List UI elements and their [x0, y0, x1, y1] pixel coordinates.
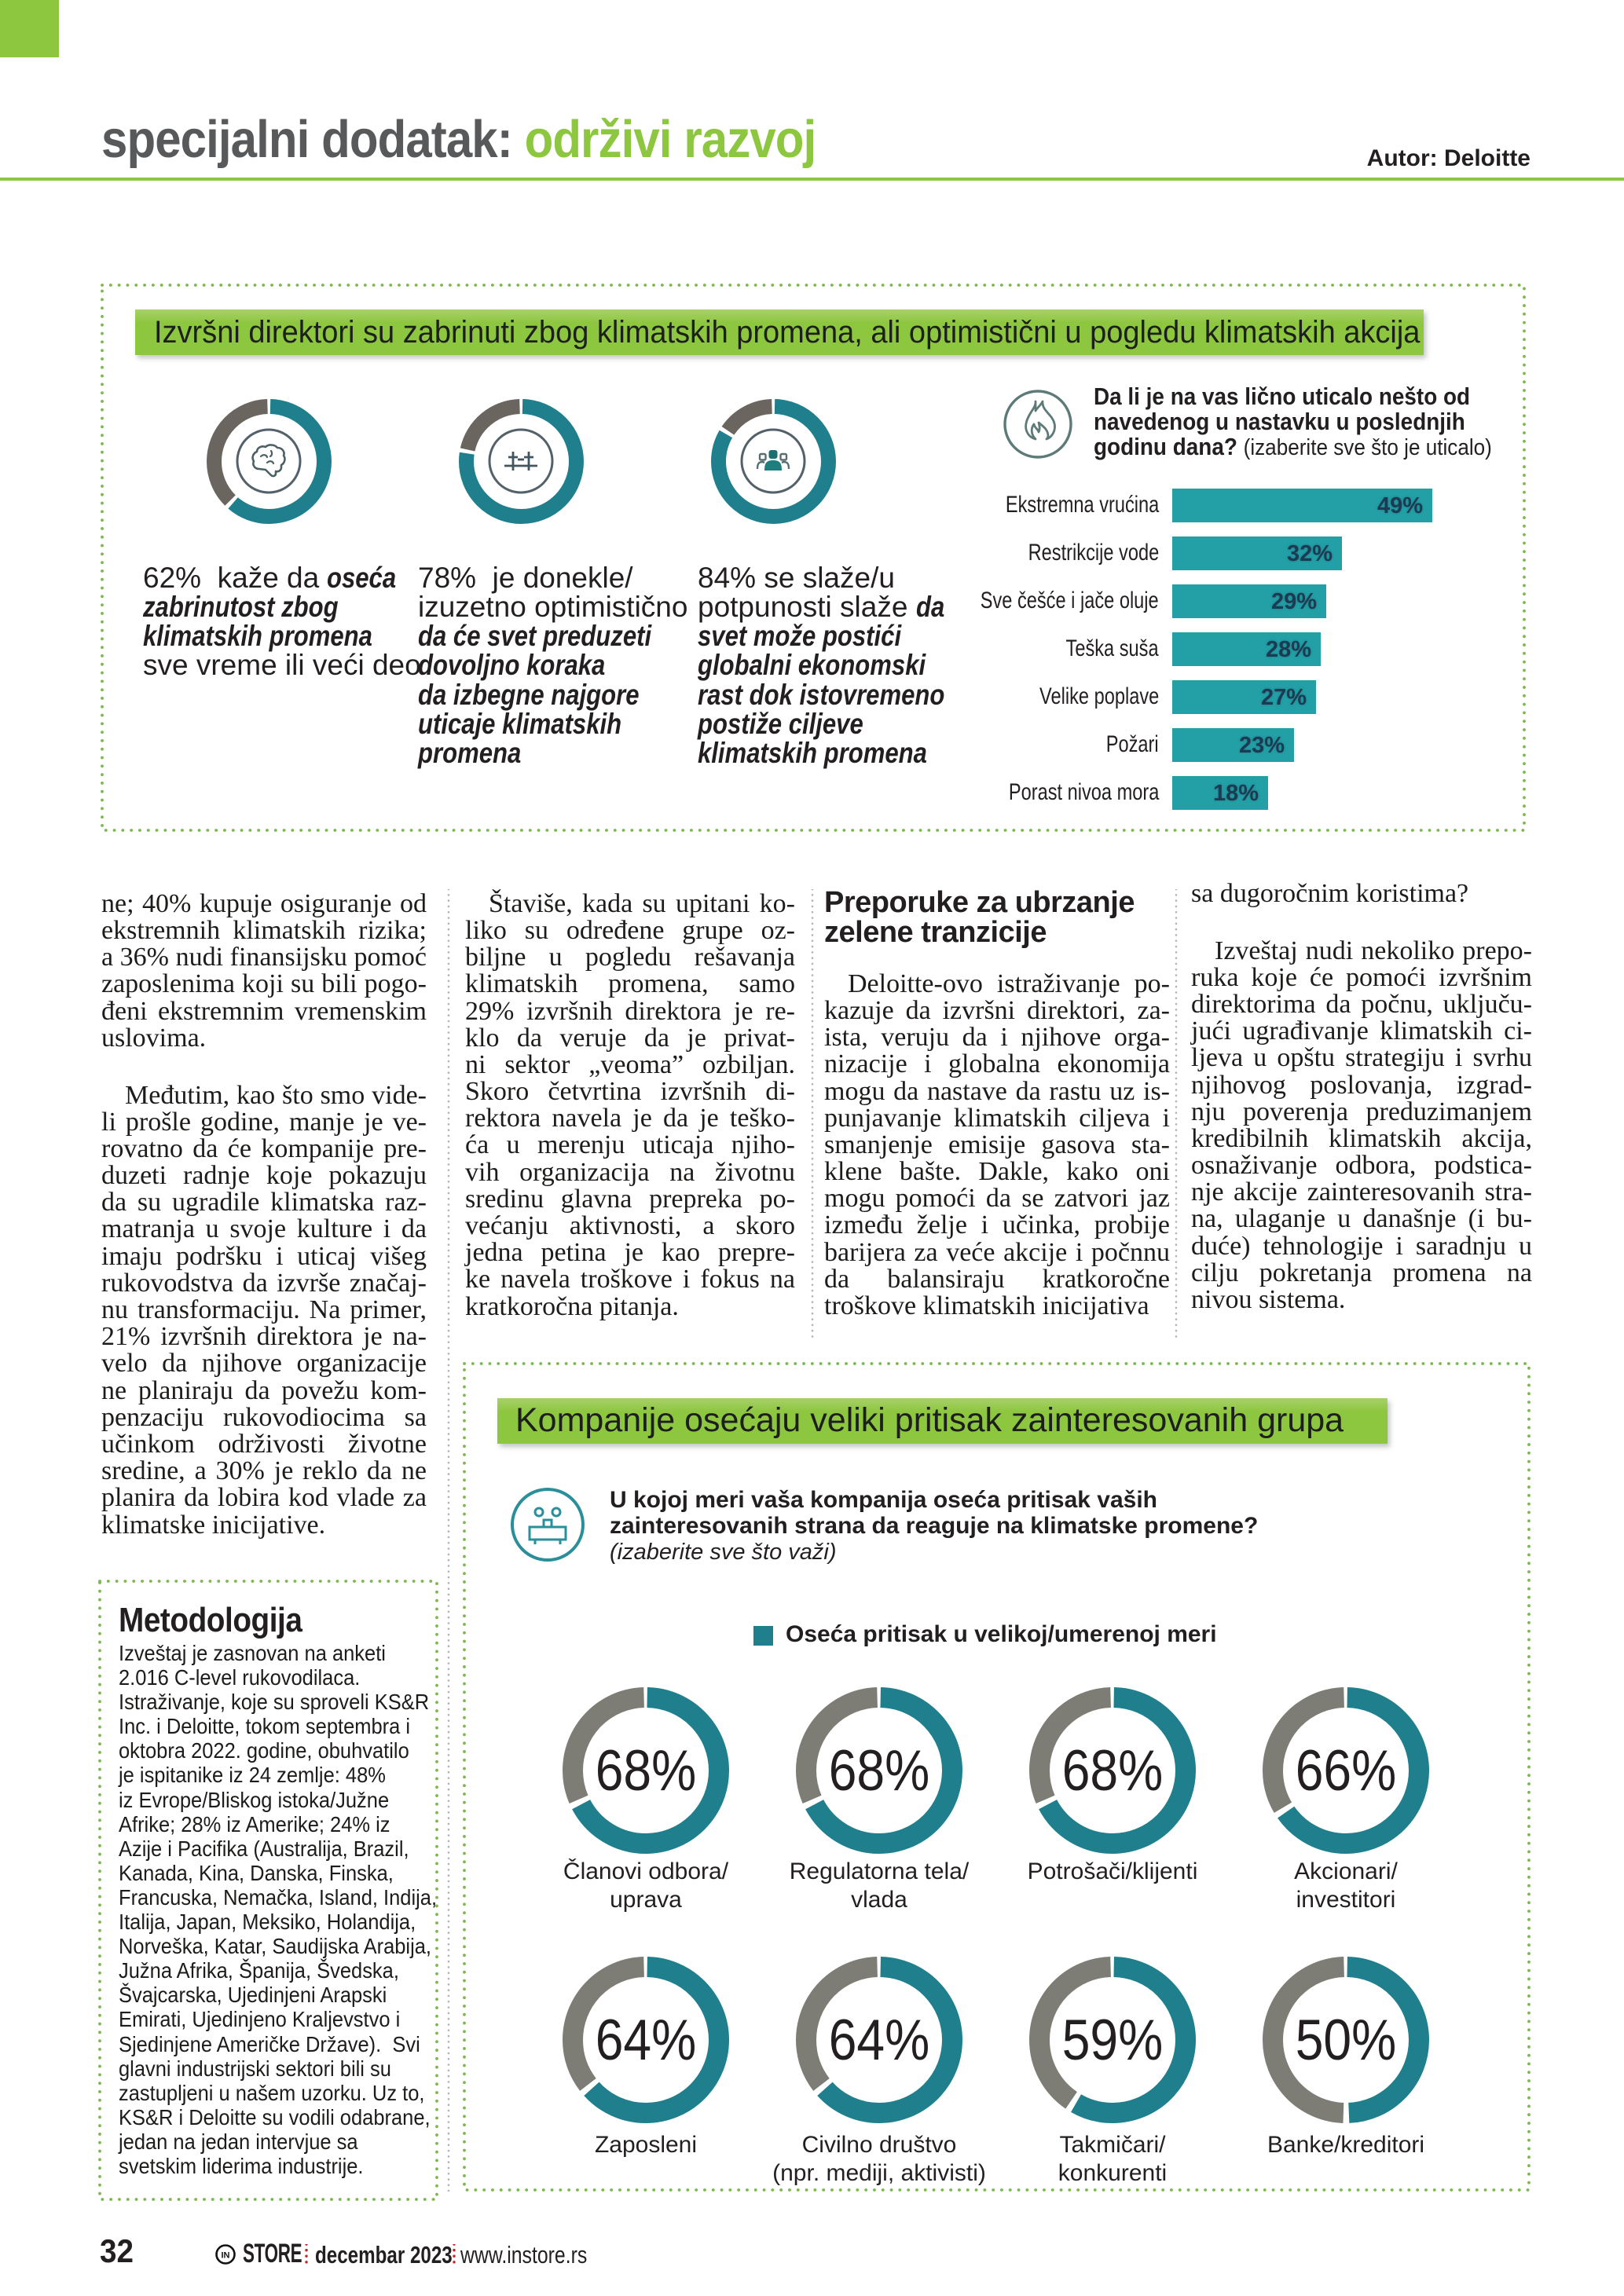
- svg-text:IN: IN: [222, 2251, 230, 2261]
